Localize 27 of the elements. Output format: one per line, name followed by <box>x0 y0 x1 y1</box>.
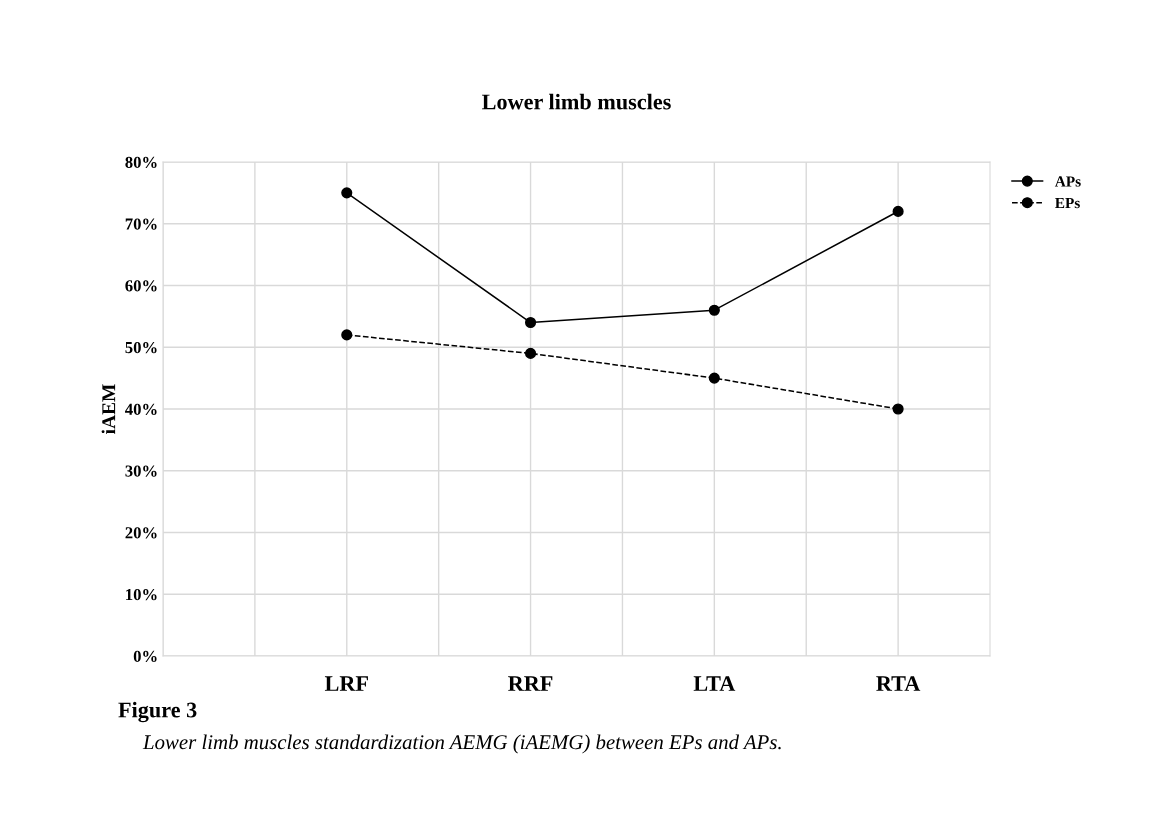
y-tick-label: 60% <box>125 280 157 292</box>
x-tick-label: RTA <box>876 676 921 691</box>
y-tick-label: 30% <box>125 465 157 477</box>
y-tick-label: 80% <box>125 156 157 168</box>
point <box>708 304 720 316</box>
x-tick-label: LTA <box>693 676 736 691</box>
point <box>892 205 904 217</box>
text: Lower limb muscles standardization AEMG (iAEMG) between EPs and APs. <box>142 734 781 754</box>
y-tick-label: 0% <box>133 650 157 662</box>
point <box>892 403 904 415</box>
y-axis-title: iAEM <box>101 384 116 434</box>
y-tick-label: 50% <box>125 341 157 354</box>
x-tick-label: RRF <box>508 676 553 691</box>
y-tick-label: 70% <box>125 218 157 230</box>
point <box>708 372 720 384</box>
y-tick-label: 20% <box>125 527 157 539</box>
y-tick-label: 10% <box>126 588 157 601</box>
legend-label: EPs <box>1055 198 1080 209</box>
chart-title: Lower limb muscles <box>482 93 671 110</box>
caption: Figure 3 <box>118 701 197 723</box>
x-tick-label: LRF <box>324 676 368 691</box>
point <box>524 316 537 329</box>
y-tick-label: 40% <box>125 403 157 415</box>
point <box>524 347 537 359</box>
point <box>341 329 353 341</box>
point <box>341 187 353 199</box>
legend-label: APs <box>1054 176 1081 187</box>
